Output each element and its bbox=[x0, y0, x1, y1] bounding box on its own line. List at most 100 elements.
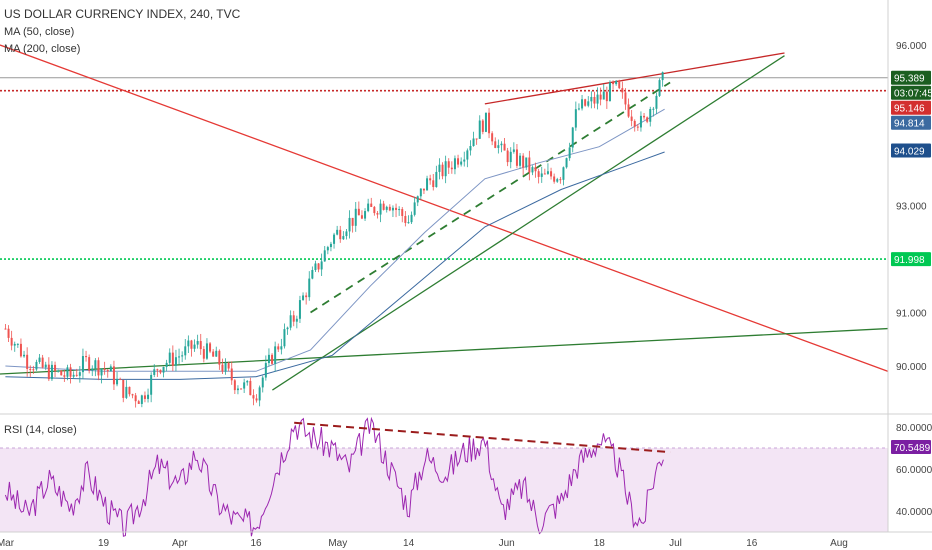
candle-body-188 bbox=[587, 101, 590, 106]
candle-body-11 bbox=[38, 357, 41, 362]
candle-body-0 bbox=[4, 328, 7, 330]
candle-body-14 bbox=[47, 364, 50, 380]
candle-body-153 bbox=[478, 120, 481, 139]
candle-body-9 bbox=[32, 369, 35, 371]
candle-body-25 bbox=[81, 356, 84, 373]
candle-body-135 bbox=[422, 188, 425, 191]
candle-body-71 bbox=[224, 363, 227, 372]
candle-body-24 bbox=[78, 372, 81, 376]
candle-body-46 bbox=[147, 394, 150, 399]
candle-body-107 bbox=[336, 229, 339, 235]
candle-body-112 bbox=[351, 217, 354, 226]
candle-body-117 bbox=[367, 203, 370, 212]
candle-body-162 bbox=[506, 150, 509, 163]
candle-body-115 bbox=[360, 215, 363, 219]
price-badge-label-2: 95.146 bbox=[894, 104, 925, 115]
candle-body-4 bbox=[16, 343, 19, 345]
candle-body-164 bbox=[512, 149, 515, 152]
candle-body-58 bbox=[184, 346, 187, 356]
candle-body-89 bbox=[280, 346, 283, 350]
candle-body-137 bbox=[429, 178, 432, 181]
trendline-wedge-top bbox=[484, 52, 785, 105]
candle-body-82 bbox=[258, 387, 261, 401]
price-tick-label: 90.000 bbox=[896, 362, 927, 373]
candle-body-72 bbox=[227, 363, 230, 369]
trendline-long-support bbox=[0, 327, 889, 375]
price-badge-label-3: 94.814 bbox=[894, 119, 925, 130]
candle-body-49 bbox=[156, 369, 159, 371]
candle-body-200 bbox=[624, 92, 627, 105]
candle-body-40 bbox=[128, 386, 131, 395]
time-tick-label: 16 bbox=[250, 538, 262, 549]
candle-body-177 bbox=[553, 176, 556, 182]
candle-body-143 bbox=[447, 161, 450, 168]
candle-body-102 bbox=[320, 261, 323, 270]
candle-body-113 bbox=[354, 208, 357, 226]
candle-body-108 bbox=[339, 229, 342, 240]
candle-body-183 bbox=[571, 127, 574, 148]
candle-body-114 bbox=[357, 208, 360, 216]
candle-body-118 bbox=[370, 203, 373, 207]
candle-body-34 bbox=[109, 366, 112, 372]
candle-body-2 bbox=[10, 337, 13, 346]
candle-body-77 bbox=[243, 382, 246, 389]
candle-body-191 bbox=[596, 94, 599, 104]
candle-body-26 bbox=[85, 356, 88, 358]
price-badge-0 bbox=[891, 70, 931, 85]
candle-body-7 bbox=[26, 354, 29, 369]
candle-body-185 bbox=[577, 108, 580, 110]
price-badge-label-4: 94.029 bbox=[894, 146, 925, 157]
candle-body-131 bbox=[410, 214, 413, 223]
candle-body-84 bbox=[264, 363, 267, 378]
candle-body-37 bbox=[119, 378, 122, 380]
candle-body-32 bbox=[103, 368, 106, 371]
candle-body-19 bbox=[63, 375, 66, 377]
candle-body-81 bbox=[255, 398, 258, 401]
candle-body-36 bbox=[116, 378, 119, 385]
candle-body-169 bbox=[528, 157, 531, 173]
candle-body-168 bbox=[525, 157, 528, 168]
price-badge-1 bbox=[891, 85, 931, 100]
candle-body-45 bbox=[143, 395, 146, 399]
candle-body-132 bbox=[413, 202, 416, 215]
candle-body-60 bbox=[190, 340, 193, 349]
price-badge-label-5: 91.998 bbox=[894, 255, 925, 266]
candle-body-106 bbox=[333, 234, 336, 244]
trendline-dashed-channel bbox=[310, 81, 671, 314]
candle-body-53 bbox=[168, 352, 171, 363]
rsi-tick-label: 80.0000 bbox=[896, 423, 932, 434]
candle-body-151 bbox=[472, 138, 475, 146]
time-tick-label: Jun bbox=[499, 538, 515, 549]
candle-body-1 bbox=[7, 328, 10, 338]
price-badge-4 bbox=[891, 143, 931, 158]
candle-body-204 bbox=[636, 126, 639, 128]
candle-body-79 bbox=[249, 380, 252, 396]
time-tick-label: 14 bbox=[403, 538, 415, 549]
candle-body-22 bbox=[72, 374, 75, 377]
candle-body-96 bbox=[302, 295, 305, 301]
price-pane[interactable] bbox=[0, 44, 889, 408]
rsi-pane[interactable] bbox=[0, 416, 888, 537]
candle-body-207 bbox=[646, 117, 649, 122]
candle-body-98 bbox=[308, 278, 311, 298]
candle-body-31 bbox=[100, 368, 103, 376]
candle-body-148 bbox=[463, 159, 466, 162]
candle-body-5 bbox=[19, 343, 22, 357]
candle-body-16 bbox=[54, 364, 57, 371]
trendline-resistance bbox=[0, 44, 889, 372]
candle-body-203 bbox=[633, 120, 636, 127]
candle-body-69 bbox=[218, 350, 221, 365]
candle-body-149 bbox=[466, 150, 469, 160]
candle-body-182 bbox=[568, 147, 571, 159]
candle-body-160 bbox=[500, 143, 503, 146]
rsi-tick-label: 60.0000 bbox=[896, 465, 932, 476]
candle-body-172 bbox=[537, 171, 540, 177]
candle-body-134 bbox=[419, 188, 422, 197]
candle-body-199 bbox=[621, 88, 624, 93]
candle-body-78 bbox=[246, 380, 249, 383]
candle-body-3 bbox=[13, 343, 16, 346]
candle-body-8 bbox=[29, 368, 32, 370]
candle-body-194 bbox=[605, 91, 608, 102]
candle-body-147 bbox=[460, 161, 463, 165]
